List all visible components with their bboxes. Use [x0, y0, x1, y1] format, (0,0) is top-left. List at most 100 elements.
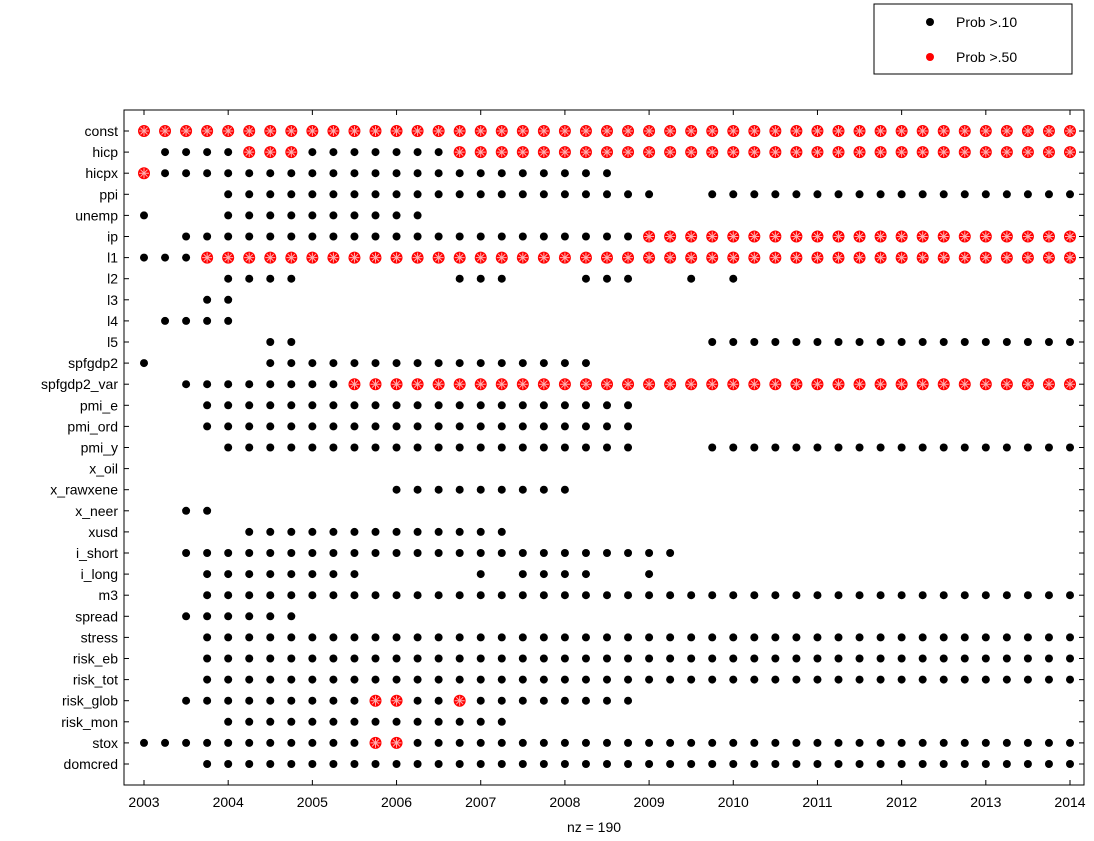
marker-prob-50: [727, 378, 740, 391]
marker-prob-10: [939, 675, 948, 684]
marker-prob-10: [687, 591, 696, 600]
marker-prob-10: [497, 760, 506, 768]
marker-prob-50: [558, 125, 571, 137]
marker-prob-10: [1066, 760, 1074, 768]
marker-prob-10: [560, 696, 569, 705]
marker-prob-10: [560, 422, 569, 431]
marker-prob-10: [560, 654, 569, 663]
marker-prob-10: [413, 232, 422, 241]
marker-prob-10: [834, 591, 843, 600]
marker-prob-10: [413, 443, 422, 452]
x-tick-label: 2009: [634, 794, 665, 810]
marker-prob-10: [539, 485, 548, 494]
marker-prob-10: [539, 675, 548, 684]
marker-prob-50: [390, 378, 403, 391]
marker-prob-10: [455, 760, 464, 768]
marker-prob-10: [392, 485, 401, 494]
marker-prob-10: [350, 527, 359, 536]
marker-prob-50: [748, 125, 761, 137]
marker-prob-10: [350, 232, 359, 241]
marker-prob-10: [224, 591, 233, 600]
marker-prob-10: [771, 591, 780, 600]
marker-prob-10: [245, 380, 254, 389]
marker-prob-10: [708, 443, 717, 452]
marker-prob-10: [476, 570, 485, 579]
marker-prob-10: [203, 612, 212, 621]
marker-prob-50: [685, 378, 698, 391]
marker-prob-10: [287, 696, 296, 705]
marker-prob-10: [455, 654, 464, 663]
marker-prob-50: [874, 125, 887, 137]
marker-prob-10: [476, 760, 485, 768]
marker-prob-10: [287, 274, 296, 283]
marker-prob-10: [350, 633, 359, 642]
marker-prob-50: [390, 125, 403, 137]
marker-prob-10: [371, 211, 380, 220]
marker-prob-10: [729, 190, 738, 199]
marker-prob-10: [792, 760, 801, 768]
marker-prob-50: [1021, 146, 1034, 159]
marker-prob-10: [413, 211, 422, 220]
marker-prob-50: [474, 146, 487, 159]
marker-prob-50: [1042, 146, 1055, 159]
marker-prob-10: [245, 527, 254, 536]
marker-prob-10: [855, 654, 864, 663]
marker-prob-10: [371, 148, 380, 157]
marker-prob-10: [792, 738, 801, 747]
marker-prob-10: [855, 338, 864, 346]
marker-prob-10: [939, 760, 948, 768]
marker-prob-10: [350, 591, 359, 600]
marker-prob-50: [1064, 251, 1076, 264]
marker-prob-50: [369, 251, 382, 264]
marker-prob-10: [476, 633, 485, 642]
marker-prob-10: [771, 654, 780, 663]
marker-prob-10: [224, 401, 233, 410]
marker-prob-10: [876, 633, 885, 642]
marker-prob-10: [434, 549, 443, 557]
marker-prob-10: [960, 760, 969, 768]
marker-prob-50: [874, 230, 887, 243]
marker-prob-10: [245, 232, 254, 241]
marker-prob-50: [348, 378, 361, 391]
marker-prob-50: [706, 146, 719, 159]
marker-prob-10: [666, 760, 675, 768]
marker-prob-10: [497, 591, 506, 600]
marker-prob-10: [455, 717, 464, 726]
marker-prob-10: [413, 738, 422, 747]
marker-prob-10: [897, 591, 906, 600]
x-axis: 2003 2004 2005 2006 2007 2008 2009 2010 2011 2012…: [128, 110, 1086, 810]
marker-prob-10: [161, 169, 170, 178]
marker-prob-10: [603, 696, 611, 705]
marker-prob-10: [855, 738, 864, 747]
marker-prob-10: [897, 633, 906, 642]
marker-prob-50: [979, 378, 992, 391]
marker-prob-10: [350, 211, 359, 220]
marker-prob-50: [369, 694, 382, 707]
marker-prob-10: [392, 675, 401, 684]
marker-prob-10: [434, 401, 443, 410]
marker-prob-10: [266, 169, 275, 178]
marker-prob-50: [895, 230, 908, 243]
x-tick-label: 2005: [297, 794, 328, 810]
marker-prob-10: [434, 148, 443, 157]
marker-prob-10: [624, 274, 633, 283]
marker-prob-50: [853, 125, 866, 137]
marker-prob-10: [560, 738, 569, 747]
marker-prob-10: [434, 443, 443, 452]
marker-prob-10: [287, 359, 296, 368]
marker-prob-10: [1066, 633, 1074, 642]
marker-prob-10: [161, 316, 170, 325]
marker-prob-10: [329, 570, 338, 579]
marker-prob-50: [769, 146, 782, 159]
marker-prob-10: [203, 295, 212, 304]
marker-prob-10: [350, 359, 359, 368]
marker-prob-50: [1021, 378, 1034, 391]
marker-prob-10: [645, 190, 654, 199]
marker-prob-10: [792, 654, 801, 663]
marker-prob-10: [539, 633, 548, 642]
marker-prob-10: [603, 169, 611, 178]
marker-prob-10: [182, 696, 191, 705]
marker-prob-10: [581, 169, 590, 178]
marker-prob-10: [287, 527, 296, 536]
marker-prob-10: [308, 633, 317, 642]
